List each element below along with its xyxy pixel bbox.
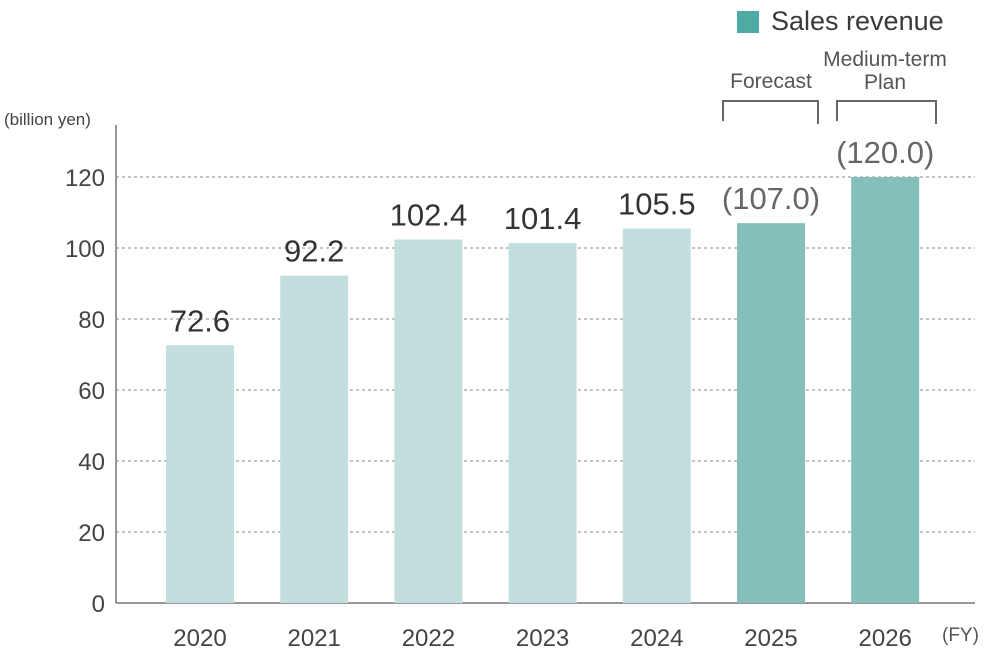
x-tick-label: 2022: [402, 625, 455, 652]
x-tick-label: 2024: [630, 625, 683, 652]
legend-label: Sales revenue: [771, 6, 944, 36]
data-label: (107.0): [722, 181, 820, 216]
plan-annotation-line1: Medium-term: [823, 48, 947, 71]
data-label: (120.0): [836, 135, 934, 170]
y-tick-label: 0: [92, 591, 105, 618]
legend-swatch: [737, 10, 759, 33]
y-tick-label: 100: [65, 236, 105, 263]
bar-2022: [394, 239, 463, 604]
bar-2026: [851, 177, 920, 603]
bar-2020: [166, 345, 234, 603]
x-tick-label: 2026: [859, 625, 912, 652]
y-tick-label: 20: [78, 520, 105, 547]
y-tick-label: 60: [78, 378, 105, 405]
plan-annotation: Medium-term Plan: [800, 48, 970, 94]
forecast-annotation: Forecast: [730, 70, 812, 93]
plan-bracket: [836, 100, 937, 124]
x-tick-label: 2020: [173, 625, 226, 652]
x-tick-label: 2025: [744, 625, 797, 652]
plan-annotation-line2: Plan: [863, 71, 907, 94]
x-tick-label: 2021: [288, 625, 341, 652]
x-tick-label: 2023: [516, 625, 569, 652]
x-axis-label: (FY): [942, 625, 979, 646]
y-tick-label: 80: [78, 307, 105, 334]
legend: Sales revenue: [737, 6, 944, 37]
forecast-bracket: [722, 100, 819, 124]
y-tick-label: 120: [65, 165, 105, 192]
y-axis-label: (billion yen): [4, 110, 91, 129]
data-label: 101.4: [504, 201, 582, 236]
data-label: 102.4: [390, 197, 468, 232]
bar-2023: [508, 243, 577, 603]
bar-2025: [737, 223, 805, 603]
bar-2021: [280, 275, 349, 603]
data-label: 92.2: [284, 234, 344, 269]
bar-2024: [622, 228, 691, 603]
data-label: 72.6: [170, 303, 230, 338]
y-tick-label: 40: [78, 449, 105, 476]
data-label: 105.5: [618, 186, 696, 221]
